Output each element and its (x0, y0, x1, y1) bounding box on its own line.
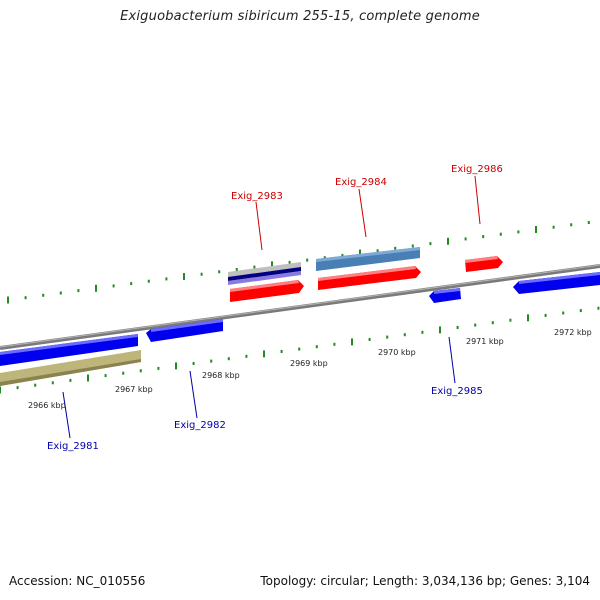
gene-label-exig-2981[interactable]: Exig_2981 (47, 441, 99, 452)
gene-exig-2984[interactable] (316, 247, 421, 290)
label-line-exig-2985 (448, 336, 456, 384)
gene-exig-2983[interactable] (228, 262, 304, 302)
gene-label-exig-2982[interactable]: Exig_2982 (174, 420, 226, 431)
reverse-strand-dots (0, 306, 600, 394)
scale-label-2966: 2966 kbp (28, 401, 66, 410)
gene-label-exig-2985[interactable]: Exig_2985 (431, 386, 483, 397)
scale-label-2972: 2972 kbp (554, 328, 592, 337)
genome-backbone (0, 264, 600, 350)
gene-unlabeled-reverse[interactable] (513, 272, 600, 294)
gene-exig-2981[interactable] (0, 334, 138, 366)
genome-backbone-highlight (0, 264, 600, 348)
feature-olive-bar[interactable] (0, 350, 141, 386)
scale-label-2969: 2969 kbp (290, 359, 328, 368)
scale-label-2968: 2968 kbp (202, 371, 240, 380)
scale-label-2971: 2971 kbp (466, 337, 504, 346)
scale-label-2967: 2967 kbp (115, 385, 153, 394)
gene-label-exig-2983[interactable]: Exig_2983 (231, 191, 283, 202)
label-line-exig-2986 (474, 175, 481, 225)
label-line-exig-2984 (358, 188, 367, 238)
gene-label-exig-2984[interactable]: Exig_2984 (335, 177, 387, 188)
label-line-exig-2982 (189, 370, 198, 419)
gene-exig-2985[interactable] (429, 288, 461, 303)
gene-label-exig-2986[interactable]: Exig_2986 (451, 164, 503, 175)
scale-label-2970: 2970 kbp (378, 348, 416, 357)
gene-exig-2986[interactable] (465, 256, 503, 272)
label-line-exig-2981 (62, 391, 71, 439)
map-title: Exiguobacterium sibiricum 255-15, comple… (120, 9, 480, 24)
gene-exig-2982[interactable] (146, 319, 223, 342)
scale-labels: 2966 kbp 2967 kbp 2968 kbp 2969 kbp 2970… (28, 328, 592, 410)
genome-summary-text: Topology: circular; Length: 3,034,136 bp… (260, 574, 590, 588)
accession-text: Accession: NC_010556 (9, 574, 146, 588)
label-line-exig-2983 (255, 201, 263, 251)
